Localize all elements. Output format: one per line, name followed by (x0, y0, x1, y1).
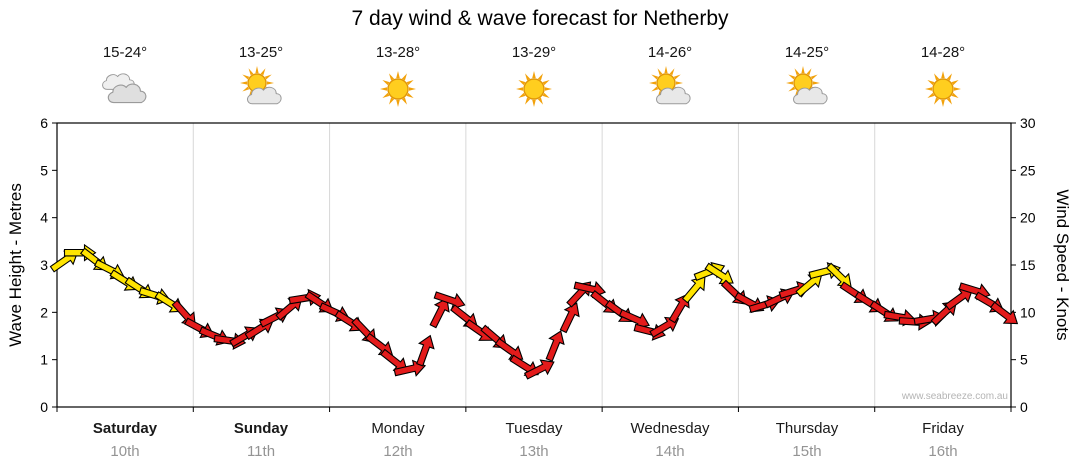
right-axis-label: Wind Speed - Knots (1053, 189, 1072, 341)
day-temp-range: 13-28° (375, 44, 421, 61)
page-title: 7 day wind & wave forecast for Netherby (351, 7, 729, 30)
svg-text:3: 3 (40, 257, 48, 273)
svg-text:2: 2 (40, 304, 48, 320)
day-temp-range: 15-24° (102, 44, 148, 61)
day-name: Saturday (92, 420, 158, 437)
day-date: 10th (110, 443, 140, 460)
day-temp-range: 14-28° (920, 44, 966, 61)
svg-text:30: 30 (1020, 115, 1036, 131)
left-axis-label: Wave Height - Metres (6, 183, 25, 347)
day-name: Thursday (775, 420, 839, 437)
svg-text:10: 10 (1020, 304, 1036, 320)
svg-text:1: 1 (40, 352, 48, 368)
day-date: 13th (519, 443, 549, 460)
weather-icon (917, 66, 969, 112)
svg-text:20: 20 (1020, 210, 1036, 226)
weather-icon (508, 66, 560, 112)
day-date: 14th (655, 443, 685, 460)
day-date: 15th (792, 443, 822, 460)
svg-text:15: 15 (1020, 257, 1036, 273)
svg-text:0: 0 (40, 399, 48, 415)
svg-text:25: 25 (1020, 162, 1036, 178)
svg-text:5: 5 (40, 162, 48, 178)
day-name: Sunday (233, 420, 289, 437)
day-name: Tuesday (505, 420, 563, 437)
day-date: 12th (383, 443, 413, 460)
day-date: 11th (246, 443, 276, 460)
day-temp-range: 14-25° (784, 44, 830, 61)
weather-icon (781, 66, 833, 112)
svg-text:6: 6 (40, 115, 48, 131)
day-temp-range: 14-26° (647, 44, 693, 61)
svg-text:0: 0 (1020, 399, 1028, 415)
svg-text:4: 4 (40, 210, 48, 226)
day-name: Monday (371, 420, 425, 437)
weather-icon (372, 66, 424, 112)
day-temp-range: 13-25° (238, 44, 284, 61)
day-date: 16th (928, 443, 958, 460)
weather-icon (644, 66, 696, 112)
day-name: Wednesday (630, 420, 710, 437)
svg-text:5: 5 (1020, 352, 1028, 368)
day-temp-range: 13-29° (511, 44, 557, 61)
day-name: Friday (922, 420, 964, 437)
watermark: www.seabreeze.com.au (901, 391, 1008, 402)
weather-icon (235, 66, 287, 112)
weather-icon (99, 66, 151, 112)
